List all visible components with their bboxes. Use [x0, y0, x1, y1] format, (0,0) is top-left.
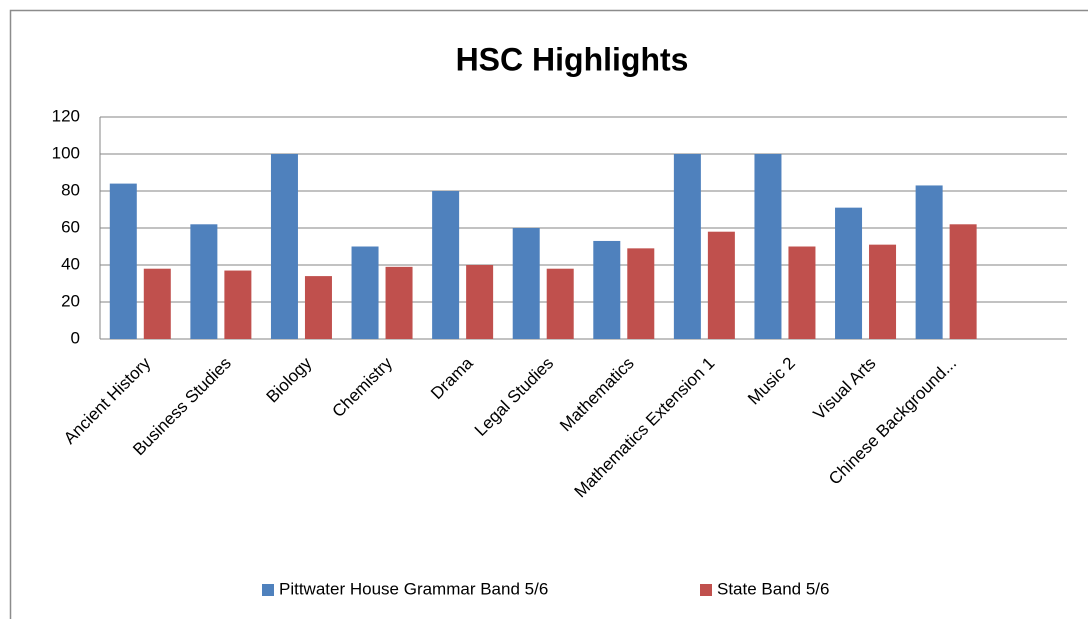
y-tick-label: 60 — [61, 217, 80, 236]
bar — [835, 207, 863, 339]
bar — [949, 224, 977, 339]
legend-label: Pittwater House Grammar Band 5/6 — [279, 579, 548, 598]
bar — [627, 248, 655, 339]
y-tick-label: 20 — [61, 291, 80, 310]
bar — [788, 246, 816, 339]
bar — [109, 183, 137, 339]
bar — [351, 246, 379, 339]
y-tick-label: 0 — [71, 328, 80, 347]
bar — [224, 270, 252, 339]
legend-swatch — [262, 584, 274, 596]
bar — [673, 154, 701, 339]
bar — [707, 231, 735, 339]
bar — [546, 268, 574, 339]
bar — [190, 224, 218, 339]
bar — [593, 240, 621, 339]
bar — [512, 228, 540, 339]
bar — [304, 276, 332, 339]
bar — [432, 191, 460, 339]
y-tick-label: 100 — [52, 143, 80, 162]
bar — [869, 244, 897, 339]
legend-swatch — [700, 584, 712, 596]
bar — [385, 266, 413, 339]
bar — [143, 268, 171, 339]
bar — [754, 154, 782, 339]
bar — [270, 154, 298, 339]
y-tick-label: 120 — [52, 106, 80, 125]
bar — [915, 185, 943, 339]
y-tick-label: 40 — [61, 254, 80, 273]
legend-label: State Band 5/6 — [717, 579, 829, 598]
chart-title: HSC Highlights — [456, 41, 689, 77]
bar — [466, 265, 494, 339]
y-tick-label: 80 — [61, 180, 80, 199]
